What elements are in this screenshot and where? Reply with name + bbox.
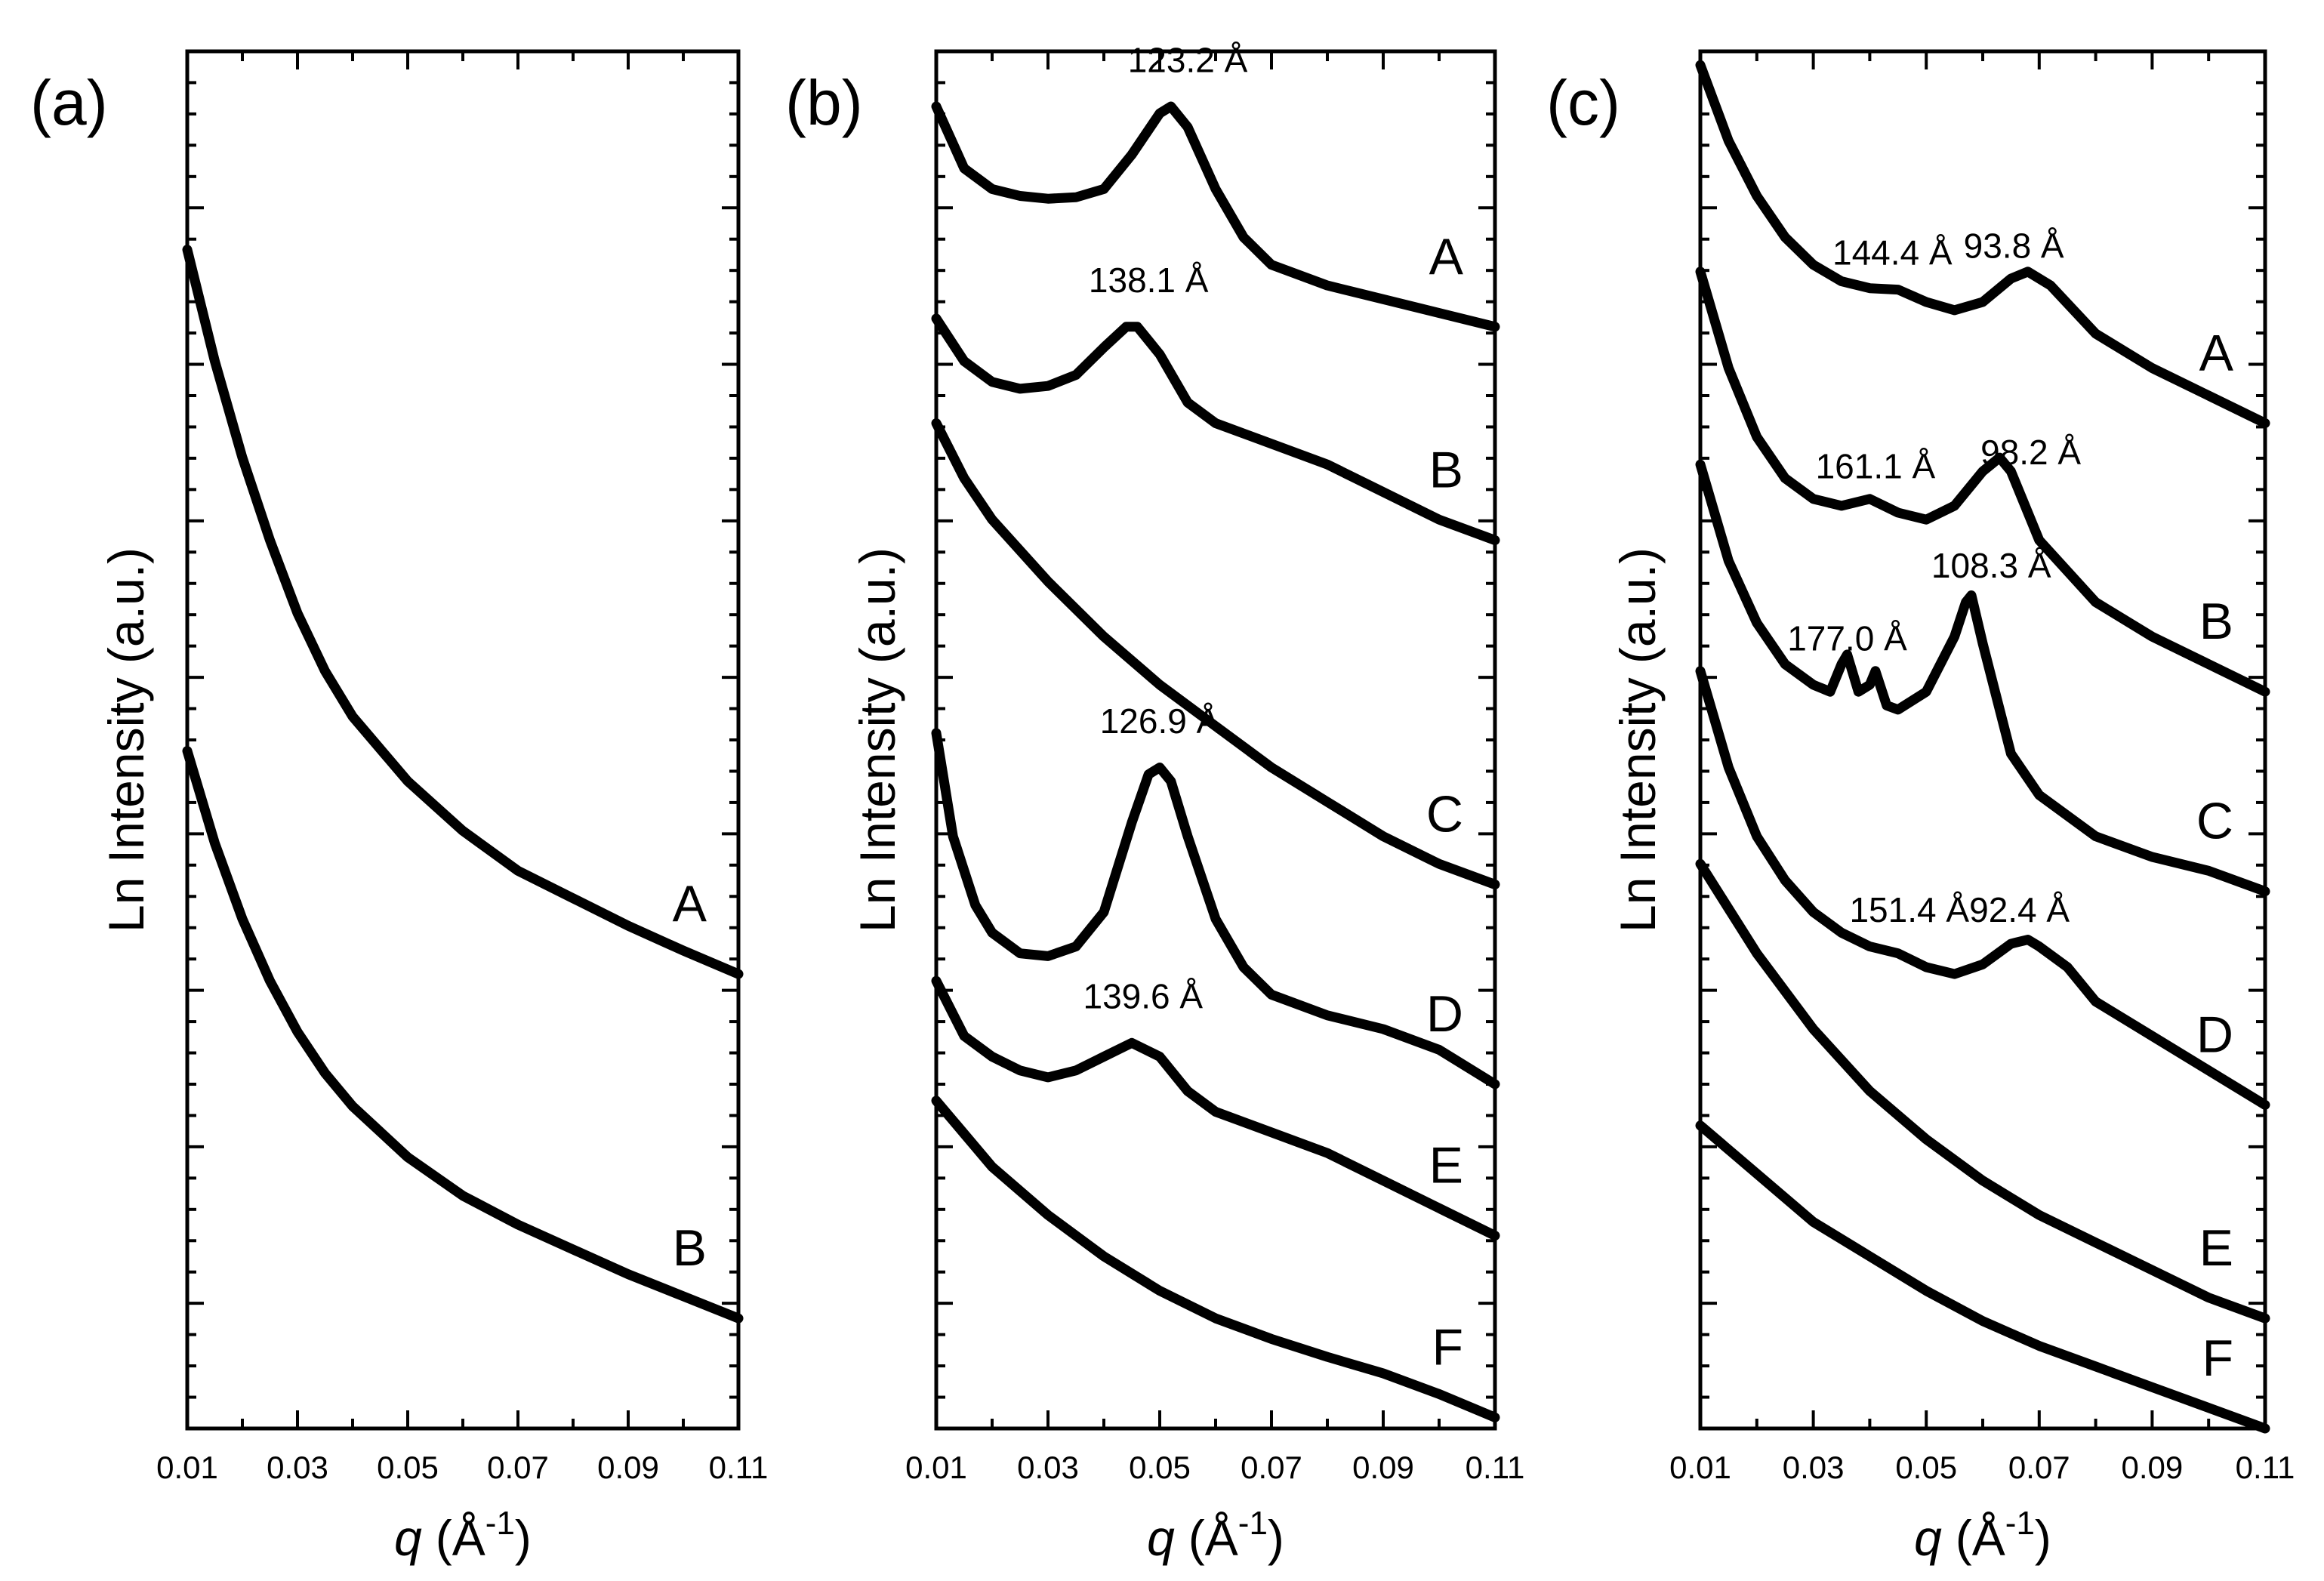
x-tick-label: 0.09 <box>597 1450 659 1485</box>
series-label-E: E <box>1429 1137 1463 1194</box>
x-axis-unit: (Å <box>436 1510 485 1566</box>
peak-annotation: 92.4 Å <box>1969 890 2070 929</box>
series-label-A: A <box>2199 324 2234 381</box>
series-line-A <box>182 245 744 979</box>
x-axis-unit-exponent: -1 <box>485 1505 515 1542</box>
series-line-B <box>931 313 1500 545</box>
x-axis-unit-exponent: -1 <box>1238 1505 1268 1542</box>
series-line-D <box>931 728 1500 1089</box>
x-axis-unit: (Å <box>1188 1510 1238 1566</box>
series-label-B: B <box>673 1219 707 1277</box>
x-axis-unit: (Å <box>1956 1510 2005 1566</box>
x-tick-label: 0.01 <box>156 1450 218 1485</box>
x-tick-label: 0.07 <box>1241 1450 1302 1485</box>
series-line-D <box>1695 666 2270 1110</box>
peak-annotation: 139.6 Å <box>1083 977 1204 1016</box>
series-label-C: C <box>1426 786 1463 843</box>
series-label-B: B <box>2199 593 2233 650</box>
peak-annotation: 126.9 Å <box>1100 701 1220 741</box>
x-tick-label: 0.05 <box>1129 1450 1191 1485</box>
series-line-F <box>1695 1120 2270 1434</box>
x-axis-label: q (Å-1) <box>1147 1505 1284 1566</box>
series-label-F: F <box>2202 1330 2233 1387</box>
x-axis-label: q (Å-1) <box>394 1505 532 1566</box>
series-label-C: C <box>2196 793 2233 850</box>
series-line-F <box>931 1096 1500 1422</box>
series-line-C <box>1695 459 2270 897</box>
x-axis-unit-exponent: -1 <box>2005 1505 2035 1542</box>
series-label-B: B <box>1429 442 1463 499</box>
x-tick-label: 0.11 <box>709 1450 769 1485</box>
x-axis-label: q (Å-1) <box>1914 1505 2051 1566</box>
x-tick-label: 0.07 <box>2008 1450 2070 1485</box>
y-axis-label: Ln Intensity (a.u.) <box>98 547 154 932</box>
series-line-B <box>182 746 744 1324</box>
series-line-E <box>931 975 1500 1241</box>
series-line-B <box>1695 267 2270 697</box>
peak-annotation: 161.1 Å <box>1816 446 1936 485</box>
series-line-C <box>931 418 1500 889</box>
peak-annotation: 108.3 Å <box>1931 546 2051 585</box>
x-tick-label: 0.05 <box>1895 1450 1957 1485</box>
x-axis-unit-close: ) <box>2035 1510 2051 1566</box>
x-axis-symbol: q <box>394 1510 422 1566</box>
x-tick-label: 0.09 <box>1352 1450 1414 1485</box>
y-axis-label: Ln Intensity (a.u.) <box>1610 547 1666 932</box>
series-label-D: D <box>2196 1006 2233 1063</box>
x-tick-label: 0.01 <box>905 1450 967 1485</box>
panel-letter: (b) <box>785 67 863 138</box>
x-tick-label: 0.01 <box>1669 1450 1731 1485</box>
series-line-E <box>1695 858 2270 1324</box>
series-line-A <box>1695 60 2270 428</box>
plot-frame <box>185 49 741 1431</box>
peak-annotation: 123.2 Å <box>1128 40 1248 79</box>
panel-0: (a) 0.01 0.03 0.05 0.07 0.09 0.11 q (Å-1) Ln Inte… <box>30 49 769 1566</box>
series-label-A: A <box>673 875 707 932</box>
series-label-F: F <box>1432 1318 1463 1376</box>
peak-annotation: 144.4 Å <box>1832 233 1953 273</box>
x-axis-symbol: q <box>1914 1510 1942 1566</box>
peak-annotation: 177.0 Å <box>1787 618 1907 658</box>
peak-annotation: 138.1 Å <box>1089 260 1209 300</box>
y-axis-label: Ln Intensity (a.u.) <box>849 547 905 932</box>
x-tick-label: 0.05 <box>377 1450 439 1485</box>
peak-annotation: 151.4 Å <box>1849 890 1969 929</box>
x-tick-label: 0.03 <box>1017 1450 1079 1485</box>
series-line-A <box>931 101 1500 332</box>
x-tick-label: 0.07 <box>487 1450 549 1485</box>
x-axis-unit-close: ) <box>1268 1510 1284 1566</box>
panel-letter: (c) <box>1546 67 1620 138</box>
x-tick-label: 0.03 <box>1783 1450 1845 1485</box>
panel-2: (c) 0.01 0.03 0.05 0.07 0.09 0.11 q (Å-1) Ln Inte… <box>1546 49 2295 1566</box>
x-tick-label: 0.09 <box>2122 1450 2184 1485</box>
x-tick-label: 0.11 <box>1466 1450 1525 1485</box>
peak-annotation: 98.2 Å <box>1980 433 2081 472</box>
x-axis-symbol: q <box>1147 1510 1175 1566</box>
x-tick-label: 0.11 <box>2236 1450 2295 1485</box>
x-axis-unit-close: ) <box>515 1510 532 1566</box>
panel-letter: (a) <box>30 67 108 138</box>
peak-annotation: 93.8 Å <box>1964 227 2064 266</box>
x-tick-label: 0.03 <box>267 1450 328 1485</box>
panel-1: (b) 0.01 0.03 0.05 0.07 0.09 0.11 q (Å-1) Ln Inte… <box>785 40 1524 1566</box>
series-label-D: D <box>1426 985 1463 1043</box>
series-label-A: A <box>1429 228 1464 285</box>
series-label-E: E <box>2199 1219 2233 1277</box>
